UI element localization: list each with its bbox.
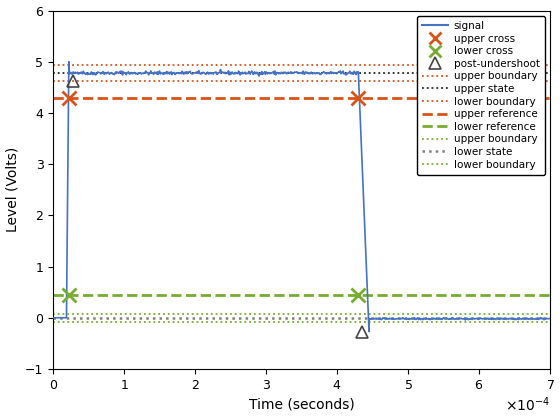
Y-axis label: Level (Volts): Level (Volts) — [6, 147, 20, 232]
Legend: signal, upper cross, lower cross, post-undershoot, upper boundary, upper state, : signal, upper cross, lower cross, post-u… — [417, 16, 545, 175]
X-axis label: Time (seconds): Time (seconds) — [249, 397, 354, 411]
